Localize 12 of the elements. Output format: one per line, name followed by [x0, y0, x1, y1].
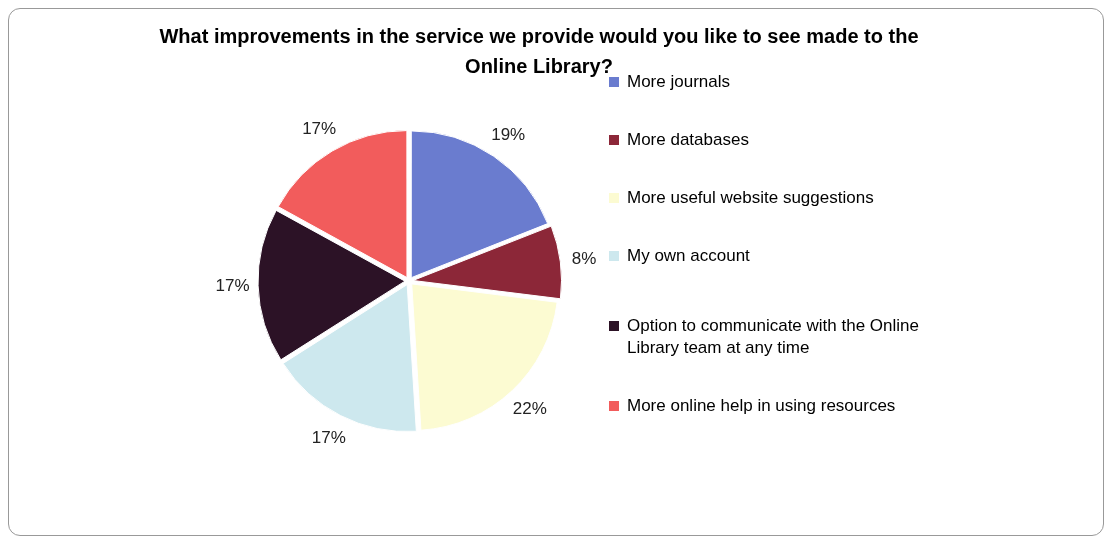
data-label: 8% — [571, 248, 597, 268]
legend-label: More journals — [627, 71, 730, 93]
data-label: 17% — [311, 427, 346, 447]
data-label: 17% — [302, 118, 337, 138]
legend-label: More useful website suggestions — [627, 187, 874, 209]
data-label: 22% — [512, 399, 547, 419]
legend-label: My own account — [627, 245, 750, 267]
legend-label: More online help in using resources — [627, 395, 896, 417]
legend-label: Option to communicate with the Online Library team at any time — [627, 315, 920, 359]
data-label: 19% — [491, 124, 526, 144]
data-label: 17% — [215, 276, 250, 296]
legend-label: More databases — [627, 129, 749, 151]
